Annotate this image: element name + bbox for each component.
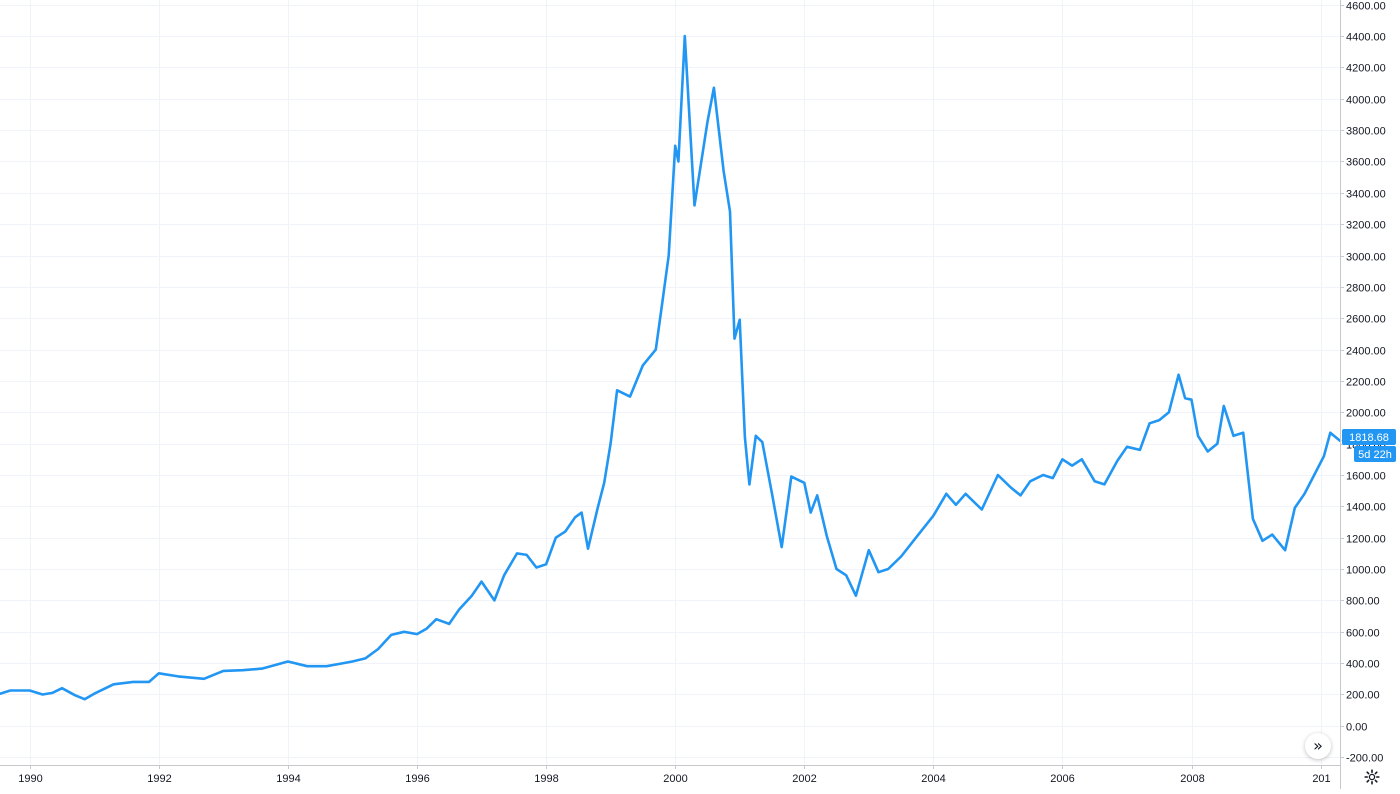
y-tick-label: 800.00: [1346, 596, 1380, 608]
x-tick-label: 1990: [18, 773, 42, 785]
y-tick-label: -200.00: [1346, 753, 1383, 765]
y-tick-label: 1600.00: [1346, 471, 1386, 483]
y-tick-label: 2400.00: [1346, 346, 1386, 358]
x-tick-label: 2002: [792, 773, 816, 785]
x-tick-label: 1994: [276, 773, 300, 785]
gear-icon: [1364, 769, 1380, 785]
scroll-to-realtime-button[interactable]: »: [1305, 733, 1331, 759]
last-price-labels: 1818.68 5d 22h: [1342, 429, 1396, 462]
x-tick-label: 2008: [1180, 773, 1204, 785]
y-tick-label: 3000.00: [1346, 252, 1386, 264]
countdown-label-bg: [1354, 446, 1396, 462]
y-tick-label: 4200.00: [1346, 63, 1386, 75]
series-layer: [0, 34, 1342, 701]
y-tick-label: 4600.00: [1346, 1, 1386, 13]
x-tick-label: 1992: [147, 773, 171, 785]
y-tick-label: 2000.00: [1346, 408, 1386, 420]
y-tick-label: 1000.00: [1346, 565, 1386, 577]
chart-settings-button[interactable]: [1362, 767, 1382, 787]
y-tick-label: 2600.00: [1346, 314, 1386, 326]
double-chevron-right-icon: »: [1313, 736, 1323, 755]
y-tick-label: 400.00: [1346, 659, 1380, 671]
y-tick-label: 1400.00: [1346, 502, 1386, 514]
last-price-label-bg: [1342, 429, 1396, 445]
y-tick-label: 0.00: [1346, 722, 1367, 734]
y-tick-label: 1200.00: [1346, 534, 1386, 546]
price-line-series-0: [0, 34, 1342, 701]
y-tick-label: 2200.00: [1346, 377, 1386, 389]
price-axis[interactable]: -200.00 0.00 200.00 400.00 600.00 800.00 1000.…: [1340, 1, 1386, 765]
x-tick-label: 2004: [921, 773, 945, 785]
x-tick-label: 2006: [1050, 773, 1074, 785]
y-tick-label: 200.00: [1346, 690, 1380, 702]
y-tick-label: 3400.00: [1346, 189, 1386, 201]
x-tick-label: 1996: [405, 773, 429, 785]
y-tick-label: 2800.00: [1346, 283, 1386, 295]
x-tick-label: 201: [1312, 773, 1330, 785]
y-tick-label: 3800.00: [1346, 126, 1386, 138]
y-tick-label: 600.00: [1346, 628, 1380, 640]
y-tick-label: 4400.00: [1346, 32, 1386, 44]
x-tick-label: 2000: [663, 773, 687, 785]
grid-lines: [0, 0, 1340, 765]
x-tick-label: 1998: [534, 773, 558, 785]
countdown-label: 5d 22h: [1358, 449, 1392, 461]
y-tick-label: 4000.00: [1346, 95, 1386, 107]
y-tick-label: 3200.00: [1346, 220, 1386, 232]
time-axis[interactable]: 1990 1992 1994 1996 1998 2000 2002 2004 2006 2008…: [18, 765, 1331, 785]
last-price-label: 1818.68: [1349, 432, 1389, 444]
y-tick-label: 3600.00: [1346, 157, 1386, 169]
